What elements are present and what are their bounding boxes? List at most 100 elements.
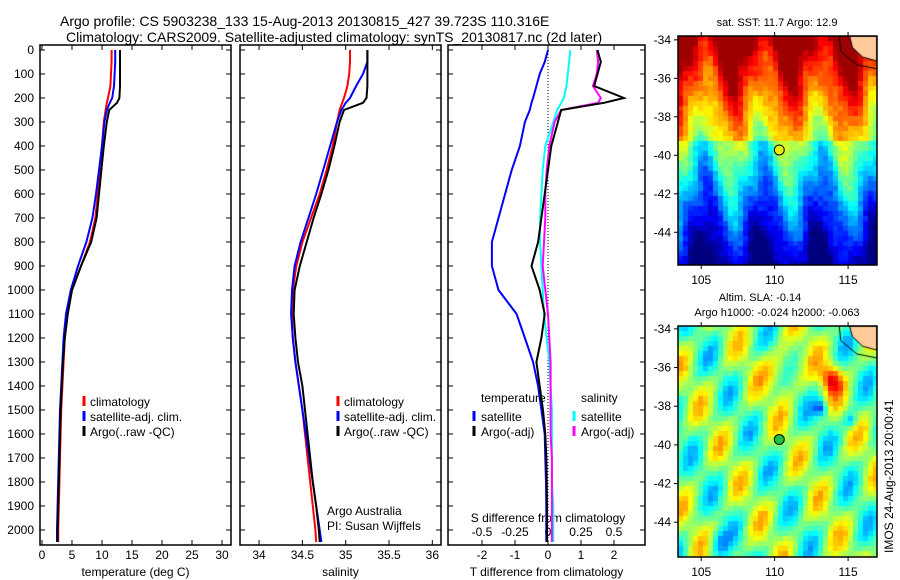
map-y-tick-label: -34 [654,33,672,47]
x-tick-label: 25 [185,548,199,562]
y-tick-label: 400 [14,139,34,153]
y-tick-label: 2000 [7,523,34,537]
map-title-sla: Altim. SLA: -0.14 [719,292,802,304]
legend-label: Argo(-adj) [481,425,534,439]
plot-frame-1 [239,44,442,546]
x-tick-label: 15 [125,548,139,562]
map-y-tick-label: -44 [654,515,672,529]
credits: Argo Australia PI: Susan Wijffels [327,504,421,533]
map-y-tick-label: -34 [654,322,672,336]
legend-label: satellite [581,410,622,424]
map-y-tick-label: -38 [654,110,672,124]
s-tick-label: -0.25 [501,525,529,539]
y-tick-label: 800 [14,235,34,249]
y-tick-label: 1800 [7,475,34,489]
y-tick-label: 100 [14,67,34,81]
y-tick-label: 1300 [7,355,34,369]
x-axis-label: T difference from climatology [470,565,624,579]
y-tick-label: 500 [14,163,34,177]
map-y-tick-label: -42 [654,477,672,491]
x-tick-label: 0 [39,548,46,562]
plot-frame-2 [447,44,646,546]
map-title-sst: sat. SST: 11.7 Argo: 12.9 [717,17,838,29]
x-tick-label: 35 [339,548,353,562]
x-tick-label: -2 [477,548,488,562]
figure-subtitle: Climatology: CARS2009. Satellite-adjuste… [66,29,602,45]
series-line-temperature-argo-adj- [530,49,628,542]
y-tick-label: 0 [27,43,34,57]
argo-float-marker [773,144,785,156]
x-tick-label: 2 [611,548,618,562]
credit-line-1: Argo Australia [327,504,402,518]
map-y-tick-label: -36 [654,361,672,375]
y-tick-label: 1200 [7,331,34,345]
legend-title-temperature: temperature [481,391,546,405]
plot-frame-0 [39,44,232,546]
x-tick-label: 5 [69,548,76,562]
y-tick-label: 1400 [7,379,34,393]
y-tick-label: 1500 [7,403,34,417]
x-axis-label: temperature (deg C) [81,565,189,579]
map-frame [677,325,878,558]
x-tick-label: 36 [426,548,440,562]
map-subtitle-sla: Argo h1000: -0.024 h2000: -0.063 [694,307,859,319]
s-tick-label: -0.5 [472,525,493,539]
series-line-argo-raw-qc- [292,50,369,543]
y-tick-label: 300 [14,115,34,129]
legend-title-salinity: salinity [581,391,618,405]
x-tick-label: 20 [155,548,169,562]
x-axis-label: salinity [322,565,359,579]
map-y-tick-label: -44 [654,225,672,239]
series-line-satellite-adj-clim- [290,50,369,543]
x-tick-label: 10 [95,548,109,562]
x-tick-label: 1 [578,548,585,562]
map-y-tick-label: -38 [654,399,672,413]
y-tick-label: 1100 [8,307,34,321]
y-tick-label: 1700 [7,451,34,465]
legend-label: climatology [90,395,150,409]
x-tick-label: 34.5 [291,548,315,562]
y-tick-label: 900 [14,259,34,273]
x-tick-label: -1 [510,548,521,562]
figure-title: Argo profile: CS 5903238_133 15-Aug-2013… [60,13,549,29]
legend-label: Argo(..raw -QC) [90,425,175,439]
legend-label: Argo(-adj) [581,425,634,439]
map-x-tick-label: 115 [838,273,857,287]
s-tick-label: 0.25 [569,525,593,539]
legend-label: satellite-adj. clim. [344,410,436,424]
series-line-salinity-argo-adj- [541,49,602,542]
credit-line-2: PI: Susan Wijffels [327,519,421,533]
side-stamp: IMOS 24-Aug-2013 20:00:41 [882,399,896,553]
legend-label: climatology [344,395,404,409]
s-axis-label: S difference from climatology [471,511,626,525]
map-y-tick-label: -40 [654,438,672,452]
legend-label: satellite [481,410,522,424]
legend-label: Argo(..raw -QC) [344,425,429,439]
map-y-tick-label: -42 [654,187,672,201]
series-line-argo-raw-qc- [56,50,121,542]
legend-label: satellite-adj. clim. [90,410,182,424]
argo-float-marker [773,434,785,446]
map-x-tick-label: 110 [765,273,784,287]
y-tick-label: 700 [14,211,34,225]
map-x-tick-label: 115 [838,565,857,579]
map-y-tick-label: -36 [654,71,672,85]
map-x-tick-label: 105 [691,273,711,287]
y-tick-label: 600 [14,187,34,201]
y-tick-label: 1600 [7,427,34,441]
x-tick-label: 34 [252,548,266,562]
x-tick-label: 35.5 [377,548,401,562]
series-line-temperature-satellite [490,49,549,542]
y-tick-label: 200 [14,91,34,105]
map-frame [677,35,878,266]
map-y-tick-label: -40 [654,148,672,162]
map-x-tick-label: 110 [765,565,784,579]
x-tick-label: 0 [545,548,552,562]
s-tick-label: 0 [545,525,552,539]
map-x-tick-label: 105 [691,565,711,579]
s-tick-label: 0.5 [606,525,623,539]
series-line-climatology [290,50,351,543]
y-tick-label: 1000 [7,283,34,297]
